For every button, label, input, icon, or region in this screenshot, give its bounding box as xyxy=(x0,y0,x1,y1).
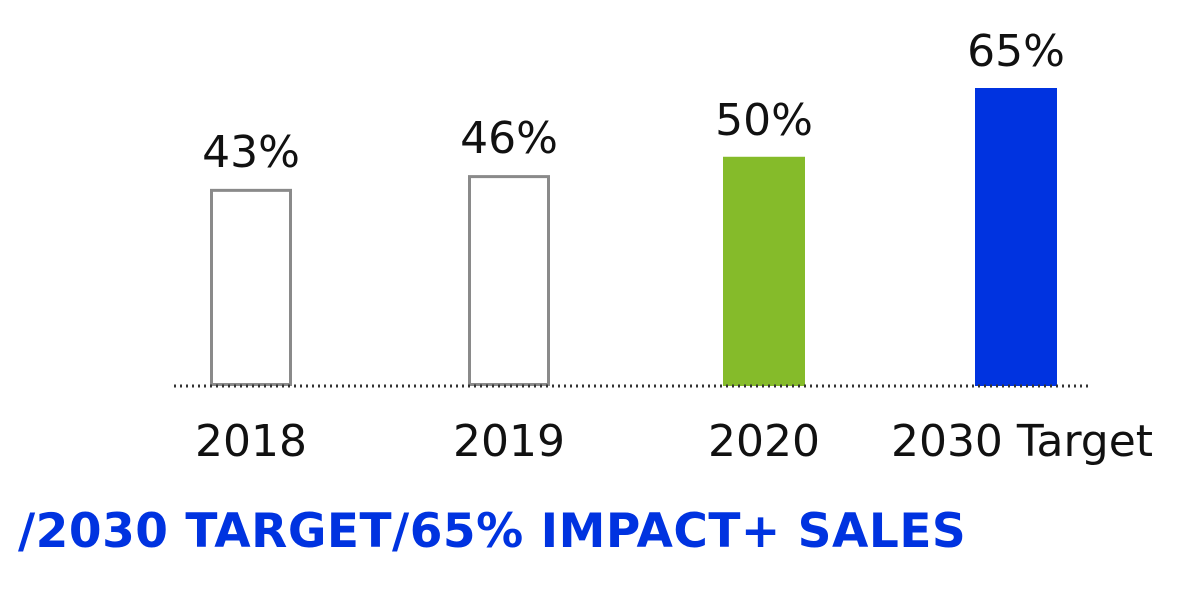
category-label: 2020 xyxy=(708,416,820,467)
bars-layer xyxy=(210,88,1057,386)
labels-layer: 43% 2018 46% 2019 50% 2020 65% 2030 Target xyxy=(195,26,1153,467)
value-label: 43% xyxy=(202,127,300,178)
category-label: 2018 xyxy=(195,416,307,467)
category-label: 2030 Target xyxy=(891,416,1153,467)
headline-banner: /2030 TARGET/65% IMPACT+ SALES xyxy=(18,504,967,559)
value-label: 50% xyxy=(715,95,813,146)
value-label: 65% xyxy=(967,26,1065,77)
category-label: 2019 xyxy=(453,416,565,467)
value-label: 46% xyxy=(460,113,558,164)
bar-2030-target xyxy=(975,88,1057,386)
bar-2018 xyxy=(210,188,292,386)
bar-2020 xyxy=(723,156,805,386)
bar-2019 xyxy=(468,175,550,386)
